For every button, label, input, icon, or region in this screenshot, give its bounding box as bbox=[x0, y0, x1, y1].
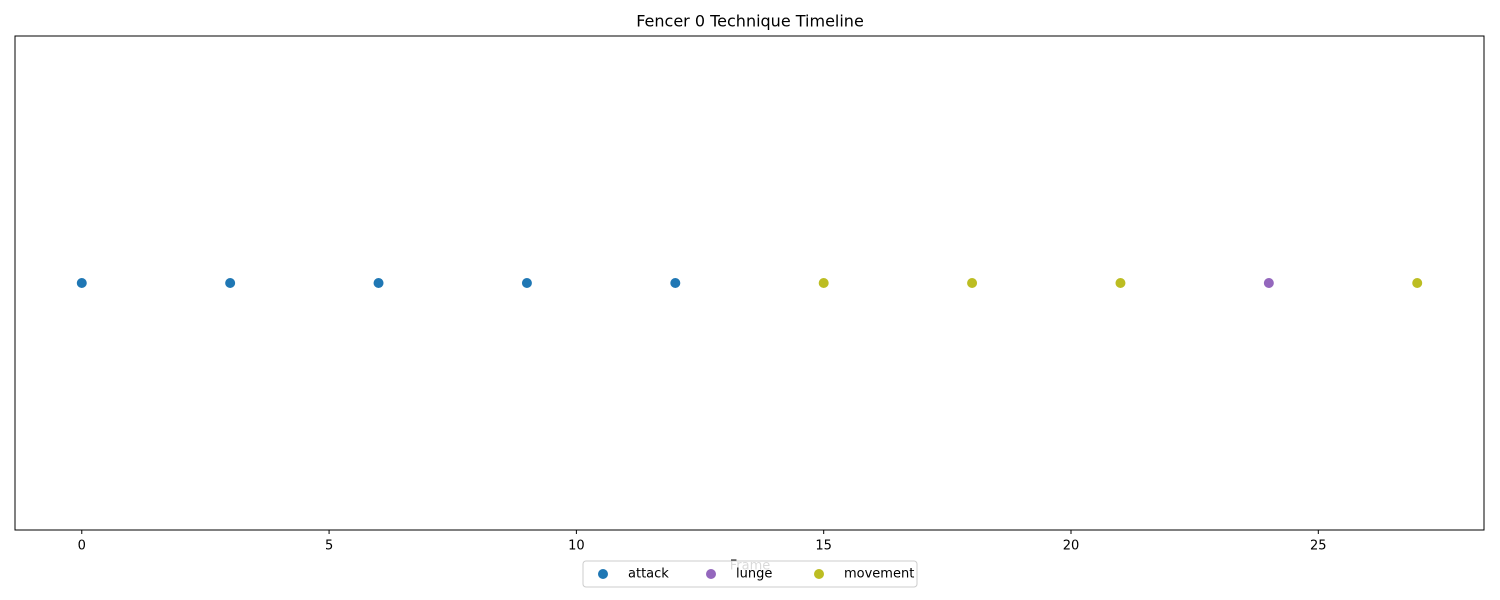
plot-frame bbox=[14, 35, 1485, 531]
legend-label: movement bbox=[844, 567, 914, 582]
point bbox=[373, 278, 384, 288]
x-tick-label: 20 bbox=[1063, 539, 1080, 554]
point bbox=[1115, 278, 1126, 288]
point bbox=[1412, 278, 1423, 288]
point bbox=[225, 278, 236, 288]
legend-marker bbox=[598, 569, 608, 579]
x-tick-label: 5 bbox=[325, 539, 333, 554]
legend-marker bbox=[814, 569, 824, 579]
x-tick-label: 0 bbox=[78, 539, 86, 554]
x-tick-label: 15 bbox=[815, 539, 832, 554]
point bbox=[967, 278, 978, 288]
legend-label: lunge bbox=[736, 567, 772, 582]
x-tick-label: 10 bbox=[568, 539, 585, 554]
legend-box bbox=[582, 560, 918, 588]
point bbox=[521, 278, 532, 288]
point bbox=[670, 278, 681, 288]
point bbox=[818, 278, 829, 288]
point bbox=[76, 278, 87, 288]
chart-title: Fencer 0 Technique Timeline bbox=[636, 12, 864, 31]
x-tick-label: 25 bbox=[1310, 539, 1327, 554]
legend-label: attack bbox=[628, 567, 669, 582]
point bbox=[1263, 278, 1274, 288]
legend-marker bbox=[706, 569, 716, 579]
